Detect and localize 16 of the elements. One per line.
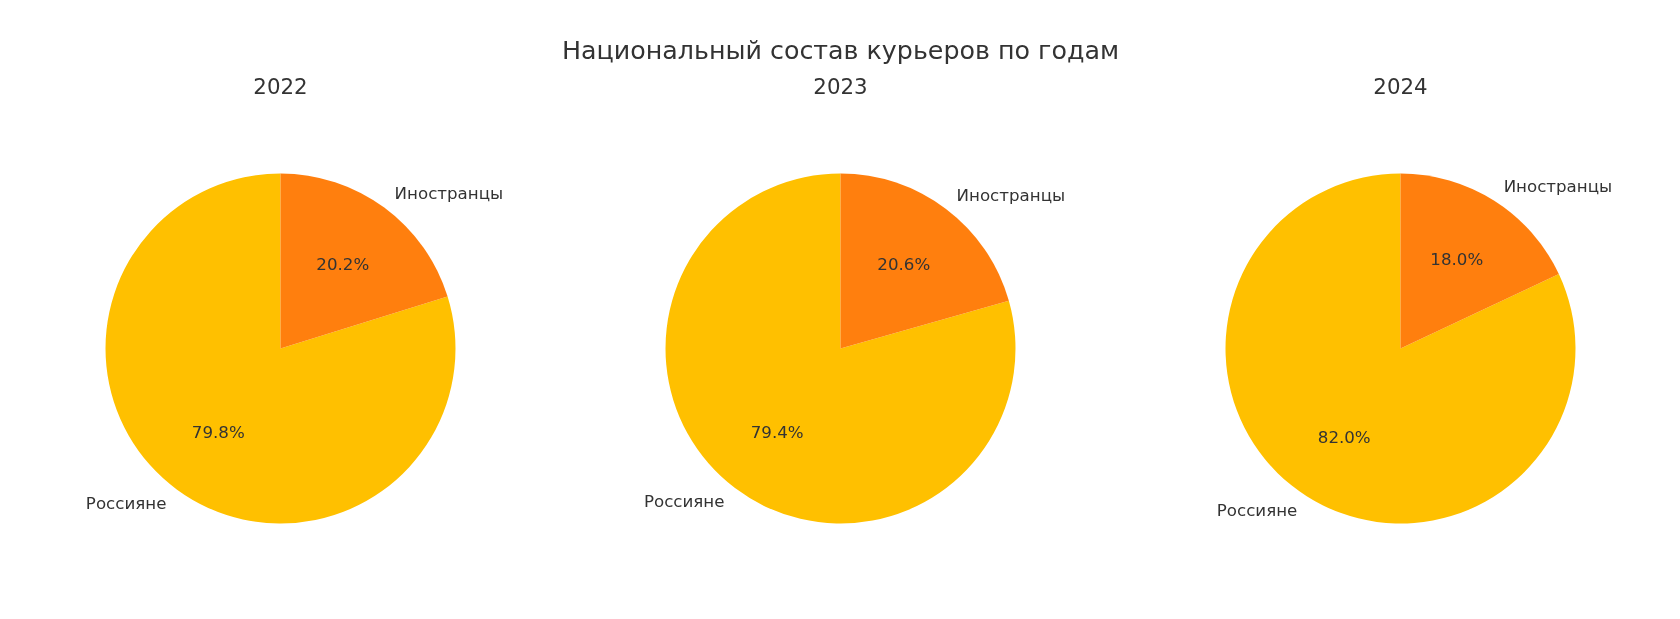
data-label: 20.6%	[877, 255, 931, 275]
data-label: 79.4%	[750, 422, 804, 442]
slice-label: Россияне	[1216, 501, 1298, 521]
data-label: 82.0%	[1317, 427, 1371, 447]
data-label: 18.0%	[1430, 250, 1484, 270]
data-label: 20.2%	[316, 254, 370, 274]
chart-title: 2023	[813, 73, 868, 99]
slice-label: Россияне	[85, 493, 167, 513]
slice-label: Иностранцы	[394, 184, 504, 204]
text: Национальный состав курьеров по годам	[561, 34, 1120, 65]
chart-title: 2022	[253, 73, 308, 99]
slice-label: Россияне	[643, 492, 725, 512]
slice-label: Иностранцы	[956, 185, 1066, 205]
chart-title: 2024	[1373, 73, 1428, 99]
slice-label: Иностранцы	[1503, 176, 1613, 196]
data-label: 79.8%	[191, 423, 245, 443]
